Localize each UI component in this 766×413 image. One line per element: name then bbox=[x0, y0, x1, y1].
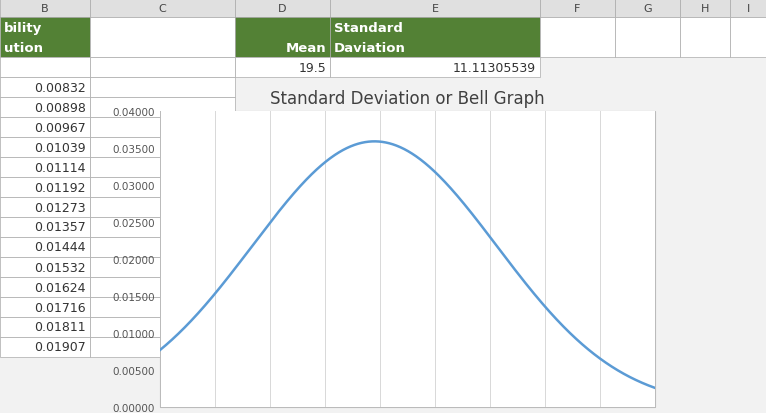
Bar bbox=[90, 317, 235, 337]
Bar bbox=[730, 0, 766, 18]
Text: Standard: Standard bbox=[334, 21, 403, 34]
Bar bbox=[0, 277, 90, 297]
Text: F: F bbox=[574, 4, 581, 14]
Text: B: B bbox=[41, 4, 49, 14]
Text: D: D bbox=[278, 4, 286, 14]
Bar bbox=[90, 257, 235, 277]
Text: 0.01811: 0.01811 bbox=[34, 321, 86, 334]
Bar bbox=[0, 98, 90, 118]
Bar bbox=[90, 178, 235, 197]
Bar bbox=[0, 158, 90, 178]
Bar bbox=[90, 277, 235, 297]
Text: 0.01114: 0.01114 bbox=[34, 161, 86, 174]
Bar bbox=[0, 0, 90, 18]
Text: 0.00898: 0.00898 bbox=[34, 101, 86, 114]
Bar bbox=[90, 0, 235, 18]
Text: 0.01444: 0.01444 bbox=[34, 241, 86, 254]
Text: 0.01357: 0.01357 bbox=[34, 221, 86, 234]
Bar bbox=[615, 18, 680, 58]
Bar bbox=[680, 0, 730, 18]
Text: I: I bbox=[746, 4, 750, 14]
Bar bbox=[0, 58, 90, 78]
Text: 0.00967: 0.00967 bbox=[34, 121, 86, 134]
Text: Mean: Mean bbox=[286, 41, 326, 55]
Text: 0.01532: 0.01532 bbox=[34, 261, 86, 274]
Bar bbox=[90, 197, 235, 218]
Bar bbox=[540, 18, 615, 58]
Title: Standard Deviation or Bell Graph: Standard Deviation or Bell Graph bbox=[270, 90, 545, 107]
Bar bbox=[0, 297, 90, 317]
Bar bbox=[0, 138, 90, 158]
Text: C: C bbox=[159, 4, 166, 14]
Bar bbox=[0, 197, 90, 218]
Bar bbox=[0, 337, 90, 357]
Bar bbox=[330, 0, 540, 18]
Bar bbox=[330, 58, 540, 78]
Bar bbox=[90, 98, 235, 118]
Bar bbox=[615, 0, 680, 18]
Text: Daviation: Daviation bbox=[334, 41, 406, 55]
Bar bbox=[90, 218, 235, 237]
Text: 0.01716: 0.01716 bbox=[34, 301, 86, 314]
Text: bility: bility bbox=[4, 21, 42, 34]
Bar bbox=[90, 18, 235, 58]
Text: E: E bbox=[431, 4, 438, 14]
Bar bbox=[235, 18, 330, 58]
Bar bbox=[90, 58, 235, 78]
Bar bbox=[0, 78, 90, 98]
Bar bbox=[90, 78, 235, 98]
Bar bbox=[90, 118, 235, 138]
Text: ution: ution bbox=[4, 41, 43, 55]
Bar bbox=[0, 257, 90, 277]
Bar bbox=[0, 317, 90, 337]
Bar bbox=[90, 337, 235, 357]
Bar bbox=[0, 18, 90, 58]
Bar bbox=[730, 18, 766, 58]
Text: H: H bbox=[701, 4, 709, 14]
Bar bbox=[540, 0, 615, 18]
Text: 0.01907: 0.01907 bbox=[34, 341, 86, 354]
Bar bbox=[90, 237, 235, 257]
Bar bbox=[0, 218, 90, 237]
Bar bbox=[90, 297, 235, 317]
Text: G: G bbox=[643, 4, 652, 14]
Bar bbox=[0, 178, 90, 197]
Bar bbox=[0, 118, 90, 138]
Text: 0.01039: 0.01039 bbox=[34, 141, 86, 154]
Bar bbox=[90, 138, 235, 158]
Text: 19.5: 19.5 bbox=[298, 62, 326, 74]
Text: 11.11305539: 11.11305539 bbox=[453, 62, 536, 74]
Bar bbox=[680, 18, 730, 58]
Bar bbox=[90, 158, 235, 178]
Bar bbox=[0, 237, 90, 257]
Text: 0.00832: 0.00832 bbox=[34, 81, 86, 94]
Bar bbox=[160, 112, 655, 407]
Text: 0.01192: 0.01192 bbox=[34, 181, 86, 194]
Text: 0.01624: 0.01624 bbox=[34, 281, 86, 294]
Text: 0.01273: 0.01273 bbox=[34, 201, 86, 214]
Bar bbox=[235, 58, 330, 78]
Bar bbox=[330, 18, 540, 58]
Bar bbox=[235, 0, 330, 18]
